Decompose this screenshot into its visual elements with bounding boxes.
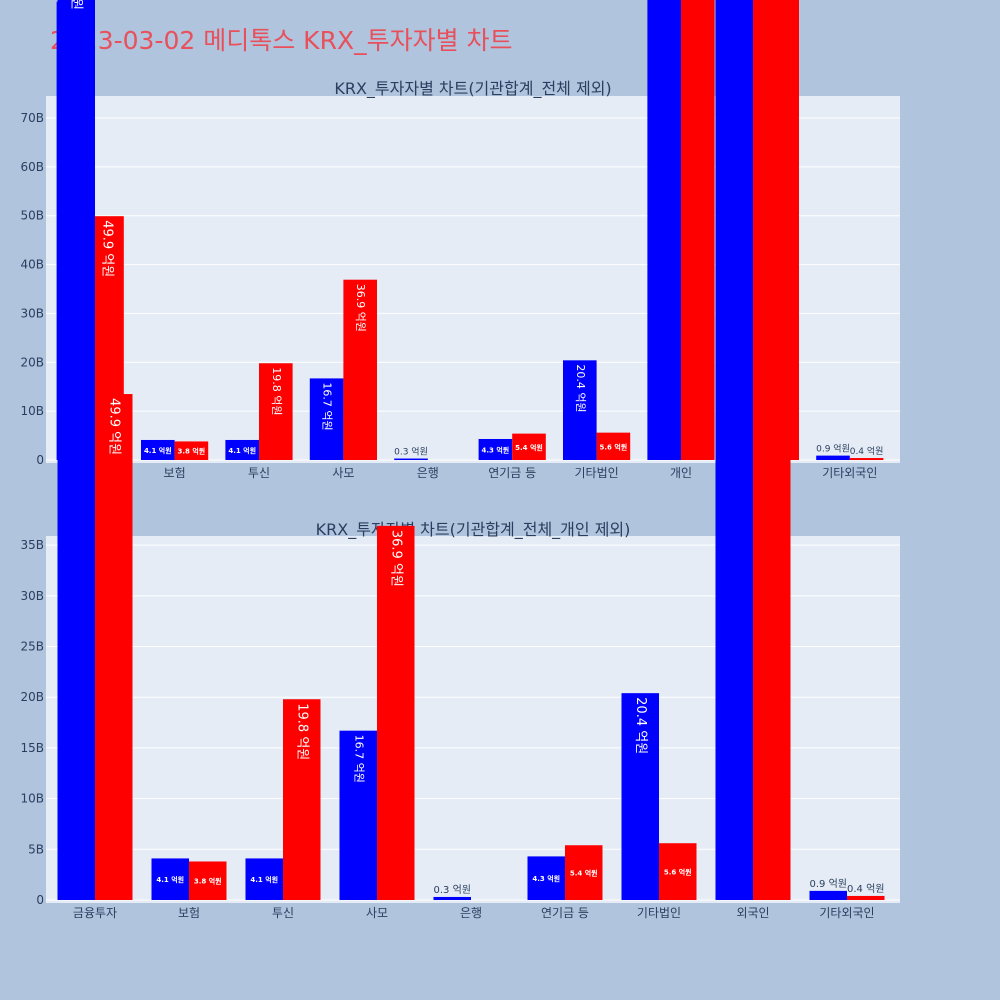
bar: [563, 360, 597, 460]
bar-value-label: 5.4 억원: [570, 869, 598, 878]
x-tick-label: 사모: [332, 466, 354, 480]
bar: [189, 861, 227, 900]
bar: [565, 845, 603, 900]
bar-value-label: 0.4 억원: [847, 883, 884, 895]
y-tick-label: 10B: [20, 404, 44, 418]
y-tick-label: 20B: [20, 355, 44, 369]
bar-value-label: 0.3 억원: [434, 884, 471, 896]
bar: [377, 525, 415, 900]
x-tick-label: 연기금 등: [541, 906, 589, 920]
y-tick-label: 0: [36, 453, 44, 467]
bar-value-label: 4.1 억원: [250, 875, 278, 884]
bar: [681, 0, 715, 460]
bar: [753, 0, 791, 900]
bar-value-label: 4.1 억원: [228, 446, 256, 455]
x-tick-label: 투신: [248, 466, 270, 480]
bar-value-label: 49.9 억원: [100, 220, 115, 277]
x-tick-label: 은행: [417, 465, 439, 480]
bar-value-label: 49.9 억원: [106, 398, 121, 455]
bar-value-label: 16.7 억원: [352, 735, 365, 783]
bar: [309, 378, 344, 460]
x-tick-label: 기타외국인: [822, 466, 877, 480]
bar-value-label: 16.7 억원: [321, 382, 334, 430]
chart-excluding-institution-and-individual: KRX_투자자별 차트(기관합계_전체_개인 제외) 0 5B 10B 15B 20B 25…: [20, 0, 900, 920]
bar-value-label: 4.1 억원: [156, 875, 184, 884]
bar: [174, 441, 209, 460]
x-tick-label: 외국인: [736, 906, 769, 920]
bar-value-label: 0.9 억원: [810, 878, 847, 890]
bar-value-label: 5.6 억원: [600, 442, 628, 451]
y-tick-label: 20B: [20, 690, 44, 704]
bar-value-label: 19.8 억원: [270, 367, 283, 415]
bar: [659, 843, 697, 900]
x-tick-label: 연기금 등: [488, 466, 536, 480]
bar: [478, 438, 513, 460]
x-tick-label: 기타법인: [637, 906, 681, 920]
bar: [512, 433, 546, 460]
x-tick-label: 기타법인: [575, 466, 619, 480]
bar-value-label: 20.4 억원: [633, 697, 648, 754]
bar: [57, 0, 95, 901]
x-tick-label: 금융투자: [73, 906, 117, 920]
y-tick-label: 60B: [20, 160, 44, 174]
bar: [596, 432, 631, 460]
y-tick-label: 30B: [20, 589, 44, 603]
y-tick-label: 0: [36, 893, 44, 907]
x-tick-label: 보험: [178, 906, 200, 920]
x-tick-label: 은행: [460, 905, 482, 920]
bar: [847, 895, 885, 900]
bar: [715, 0, 753, 901]
bar-value-label: 93.8 억원: [69, 0, 84, 10]
bar-value-label: 4.3 억원: [532, 874, 560, 883]
bar-value-label: 4.3 억원: [482, 445, 510, 454]
bar: [141, 439, 175, 460]
bar: [151, 858, 189, 900]
x-tick-label: 기타외국인: [819, 906, 874, 920]
bar-value-label: 3.8 억원: [178, 447, 206, 456]
y-tick-label: 25B: [20, 640, 44, 654]
bar: [283, 699, 321, 900]
bar-value-label: 3.8 억원: [194, 877, 222, 886]
bar-value-label: 0.3 억원: [394, 446, 428, 458]
bar: [433, 896, 471, 900]
y-tick-label: 50B: [20, 209, 44, 223]
bar: [394, 458, 428, 460]
chart-title: KRX_투자자별 차트(기관합계_전체 제외): [334, 79, 611, 99]
bar: [343, 279, 377, 460]
y-tick-label: 10B: [20, 792, 44, 806]
x-tick-label: 보험: [164, 466, 186, 480]
bar-value-label: 36.9 억원: [388, 530, 403, 587]
page-title: 2023-03-02 메디톡스 KRX_투자자별 차트: [50, 26, 513, 55]
bar-value-label: 4.1 억원: [144, 446, 172, 455]
y-tick-label: 35B: [20, 538, 44, 552]
bar-value-label: 0.4 억원: [850, 445, 884, 457]
bar-value-label: 36.9 억원: [354, 284, 367, 332]
bar-value-label: 5.4 억원: [515, 443, 543, 452]
y-tick-label: 70B: [20, 111, 44, 125]
bar: [95, 394, 133, 900]
bar: [225, 439, 259, 460]
x-tick-label: 개인: [670, 466, 692, 480]
chart-title: KRX_투자자별 차트(기관합계_전체_개인 제외): [316, 520, 631, 540]
bar: [339, 730, 377, 900]
bar: [816, 455, 850, 460]
bar: [849, 458, 884, 460]
x-tick-label: 투신: [272, 906, 294, 920]
bar: [809, 890, 847, 900]
bar: [527, 856, 565, 900]
x-tick-label: 사모: [366, 906, 388, 920]
bar: [621, 693, 659, 900]
bar-value-label: 19.8 억원: [294, 703, 309, 760]
bar-value-label: 5.6 억원: [664, 868, 692, 877]
y-tick-label: 30B: [20, 306, 44, 320]
bar-value-label: 0.9 억원: [816, 443, 850, 455]
bar: [245, 858, 283, 900]
y-tick-label: 5B: [28, 842, 44, 856]
bar-value-label: 20.4 억원: [574, 364, 587, 412]
y-tick-label: 40B: [20, 258, 44, 272]
bar: [259, 363, 293, 460]
bar: [647, 0, 681, 460]
y-tick-label: 15B: [20, 741, 44, 755]
